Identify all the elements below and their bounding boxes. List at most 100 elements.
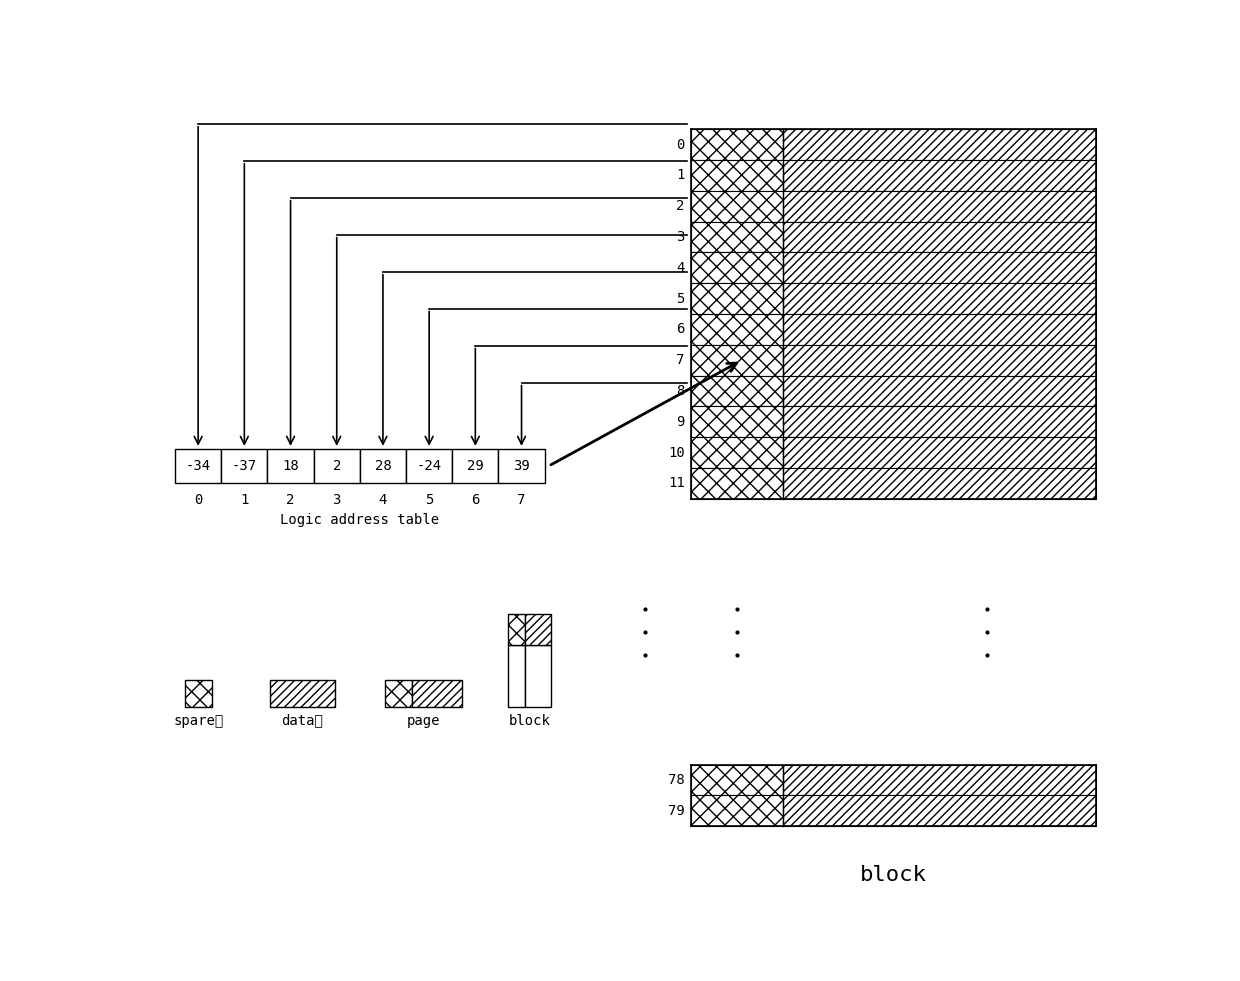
Bar — [526, 614, 551, 645]
Bar — [691, 764, 784, 796]
Bar — [453, 449, 498, 484]
Bar — [691, 160, 784, 191]
Text: 28: 28 — [374, 459, 392, 473]
Bar — [784, 252, 1096, 284]
Bar — [185, 680, 212, 706]
Bar — [691, 160, 784, 191]
Text: block: block — [861, 864, 926, 885]
Bar — [185, 680, 212, 706]
Text: Logic address table: Logic address table — [280, 513, 439, 528]
Bar — [691, 129, 784, 160]
Bar — [498, 449, 544, 484]
Bar — [784, 764, 1096, 796]
Bar — [691, 796, 784, 826]
Bar — [784, 191, 1096, 222]
Bar — [691, 468, 784, 499]
Text: block: block — [508, 713, 551, 728]
Text: page: page — [407, 713, 440, 728]
Bar — [691, 314, 784, 345]
Bar — [691, 284, 784, 314]
Bar — [691, 314, 784, 345]
Text: 0: 0 — [676, 137, 684, 152]
Bar — [691, 191, 784, 222]
Text: -24: -24 — [417, 459, 441, 473]
Bar — [784, 796, 1096, 826]
Bar — [270, 680, 335, 706]
Bar — [691, 764, 784, 796]
Text: 2: 2 — [332, 459, 341, 473]
Bar — [268, 449, 314, 484]
Bar — [691, 129, 784, 160]
Bar — [691, 438, 784, 468]
Bar — [526, 645, 551, 706]
Bar — [784, 191, 1096, 222]
Text: 4: 4 — [676, 261, 684, 275]
Bar — [691, 468, 784, 499]
Bar — [691, 345, 784, 376]
Text: 9: 9 — [676, 415, 684, 429]
Bar — [784, 284, 1096, 314]
Text: 4: 4 — [378, 493, 387, 507]
Bar — [691, 406, 784, 438]
Bar — [526, 614, 551, 645]
Bar — [691, 284, 784, 314]
Bar — [784, 406, 1096, 438]
Text: 10: 10 — [668, 445, 684, 460]
Bar — [691, 252, 784, 284]
Text: 2: 2 — [286, 493, 295, 507]
Text: 3: 3 — [332, 493, 341, 507]
Bar — [784, 314, 1096, 345]
Text: 3: 3 — [676, 231, 684, 244]
Text: 6: 6 — [676, 323, 684, 336]
Bar — [412, 680, 463, 706]
Bar — [691, 222, 784, 252]
Text: -37: -37 — [232, 459, 257, 473]
Text: -34: -34 — [186, 459, 211, 473]
Bar — [784, 284, 1096, 314]
Bar — [691, 345, 784, 376]
Text: 8: 8 — [676, 385, 684, 398]
Text: 79: 79 — [668, 803, 684, 818]
Bar — [508, 614, 526, 645]
Bar — [221, 449, 268, 484]
Text: 1: 1 — [676, 169, 684, 182]
Text: spare区: spare区 — [174, 713, 223, 728]
Bar — [784, 129, 1096, 160]
Bar — [784, 160, 1096, 191]
Text: 29: 29 — [467, 459, 484, 473]
Text: 1: 1 — [241, 493, 248, 507]
Text: 5: 5 — [425, 493, 433, 507]
Bar — [691, 222, 784, 252]
Bar — [412, 680, 463, 706]
Bar — [691, 191, 784, 222]
Bar — [784, 345, 1096, 376]
Text: 18: 18 — [283, 459, 299, 473]
Bar — [508, 614, 526, 645]
Bar — [691, 252, 784, 284]
Bar — [314, 449, 360, 484]
Bar — [784, 222, 1096, 252]
Bar — [405, 449, 453, 484]
Bar — [784, 376, 1096, 406]
Text: 2: 2 — [676, 199, 684, 213]
Text: 0: 0 — [193, 493, 202, 507]
Bar — [784, 468, 1096, 499]
Text: 78: 78 — [668, 773, 684, 787]
Bar — [508, 645, 526, 706]
Bar — [784, 345, 1096, 376]
Bar — [691, 376, 784, 406]
Bar — [784, 129, 1096, 160]
Text: 39: 39 — [513, 459, 529, 473]
Text: 11: 11 — [668, 477, 684, 490]
Bar — [784, 468, 1096, 499]
Bar — [784, 252, 1096, 284]
Bar — [784, 222, 1096, 252]
Bar — [175, 449, 221, 484]
Bar — [784, 438, 1096, 468]
Bar — [691, 406, 784, 438]
Bar — [386, 680, 412, 706]
Bar — [784, 438, 1096, 468]
Bar — [691, 796, 784, 826]
Text: 6: 6 — [471, 493, 480, 507]
Bar — [784, 160, 1096, 191]
